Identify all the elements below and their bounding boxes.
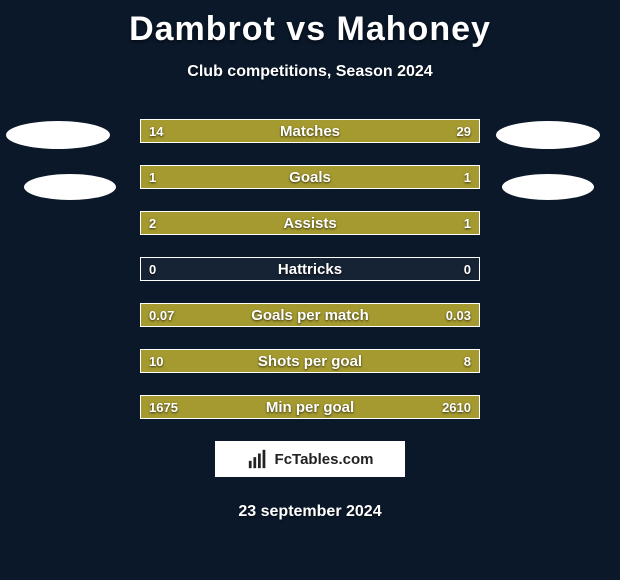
stat-value-right: 1 <box>464 212 471 234</box>
snapshot-date: 23 september 2024 <box>0 503 620 521</box>
stat-fill-left <box>141 212 366 234</box>
stat-value-right: 2610 <box>442 396 471 418</box>
stat-value-right: 1 <box>464 166 471 188</box>
player-ellipse <box>502 174 594 200</box>
stat-value-left: 10 <box>149 350 163 372</box>
stat-value-right: 0.03 <box>446 304 471 326</box>
logo-icon <box>247 448 269 470</box>
stat-row: 21Assists <box>140 211 480 235</box>
logo-text: FcTables.com <box>275 451 374 468</box>
player-ellipse <box>496 121 600 149</box>
stat-fill-right <box>310 166 479 188</box>
stat-fill-right <box>251 120 479 142</box>
player-ellipse <box>6 121 110 149</box>
stat-fill-left <box>141 350 329 372</box>
stat-row: 0.070.03Goals per match <box>140 303 480 327</box>
stat-label: Hattricks <box>141 258 479 280</box>
stat-value-left: 0.07 <box>149 304 174 326</box>
stat-value-right: 8 <box>464 350 471 372</box>
stat-value-left: 1675 <box>149 396 178 418</box>
stat-row: 108Shots per goal <box>140 349 480 373</box>
subtitle: Club competitions, Season 2024 <box>0 63 620 81</box>
stat-fill-right <box>366 212 479 234</box>
stat-fill-left <box>141 166 310 188</box>
stat-fill-left <box>141 304 378 326</box>
stat-fill-right <box>329 350 479 372</box>
stat-row: 11Goals <box>140 165 480 189</box>
stat-value-left: 0 <box>149 258 156 280</box>
stat-value-left: 1 <box>149 166 156 188</box>
stat-value-left: 2 <box>149 212 156 234</box>
stat-value-left: 14 <box>149 120 163 142</box>
stat-value-right: 0 <box>464 258 471 280</box>
stat-row: 1429Matches <box>140 119 480 143</box>
player-ellipse <box>24 174 116 200</box>
page-title: Dambrot vs Mahoney <box>0 0 620 49</box>
stat-row: 16752610Min per goal <box>140 395 480 419</box>
stat-value-right: 29 <box>457 120 471 142</box>
stat-row: 0 0Hattricks <box>140 257 480 281</box>
comparison-chart: 1429Matches11Goals21Assists00Hattricks0.… <box>0 119 620 419</box>
logo-badge: FcTables.com <box>215 441 405 477</box>
